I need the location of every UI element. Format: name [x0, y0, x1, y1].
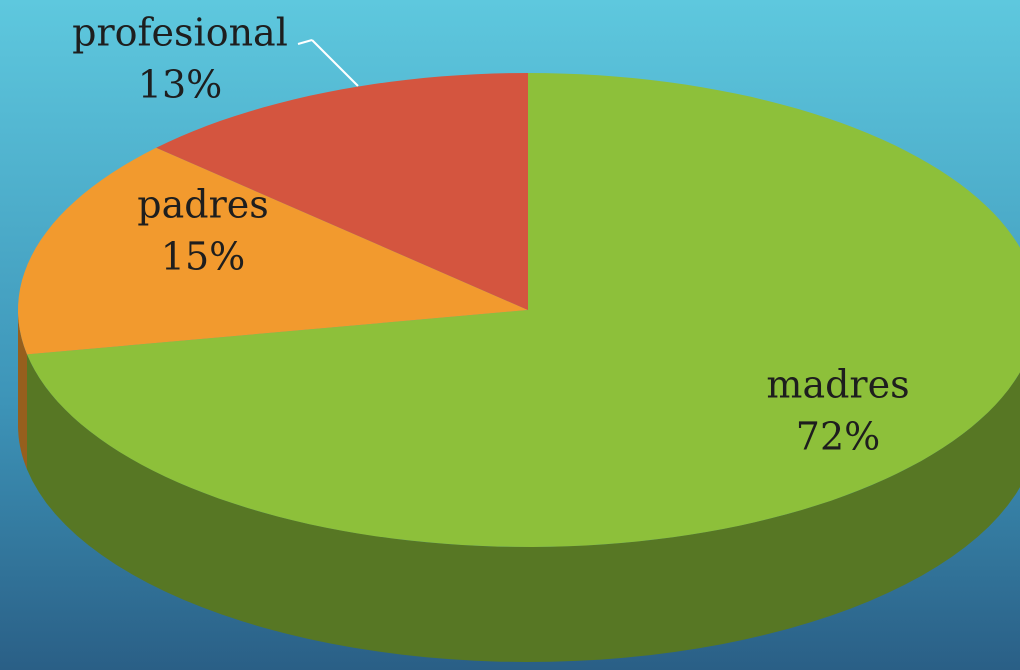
- pie-side: [27, 354, 1020, 662]
- leader-line: [297, 39, 313, 45]
- leader-line: [311, 39, 359, 87]
- slice-value-label: 13%: [138, 63, 222, 107]
- pie-slice: [156, 73, 528, 310]
- slice-label: profesional: [72, 11, 288, 55]
- slice-value-label: 15%: [161, 235, 245, 279]
- slice-label: madres: [766, 363, 909, 407]
- pie-slice: [18, 147, 528, 355]
- pie-side: [18, 310, 27, 470]
- slice-label: padres: [137, 183, 268, 227]
- pie-slice: [27, 73, 1020, 547]
- slice-value-label: 72%: [796, 415, 880, 459]
